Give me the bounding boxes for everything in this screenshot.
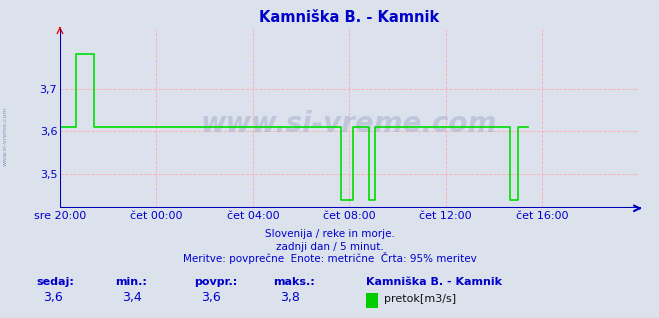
Text: zadnji dan / 5 minut.: zadnji dan / 5 minut. [275,242,384,252]
Text: 3,6: 3,6 [201,291,221,303]
Text: Slovenija / reke in morje.: Slovenija / reke in morje. [264,229,395,239]
Text: Meritve: povprečne  Enote: metrične  Črta: 95% meritev: Meritve: povprečne Enote: metrične Črta:… [183,252,476,264]
Text: Kamniška B. - Kamnik: Kamniška B. - Kamnik [366,277,501,287]
Text: maks.:: maks.: [273,277,315,287]
Text: povpr.:: povpr.: [194,277,238,287]
Title: Kamniška B. - Kamnik: Kamniška B. - Kamnik [259,10,440,25]
Text: www.si-vreme.com: www.si-vreme.com [3,107,8,167]
Text: www.si-vreme.com: www.si-vreme.com [201,110,498,138]
Text: 3,8: 3,8 [280,291,300,303]
Text: 3,4: 3,4 [122,291,142,303]
Text: min.:: min.: [115,277,147,287]
Text: 3,6: 3,6 [43,291,63,303]
Text: pretok[m3/s]: pretok[m3/s] [384,294,455,304]
Text: sedaj:: sedaj: [36,277,74,287]
